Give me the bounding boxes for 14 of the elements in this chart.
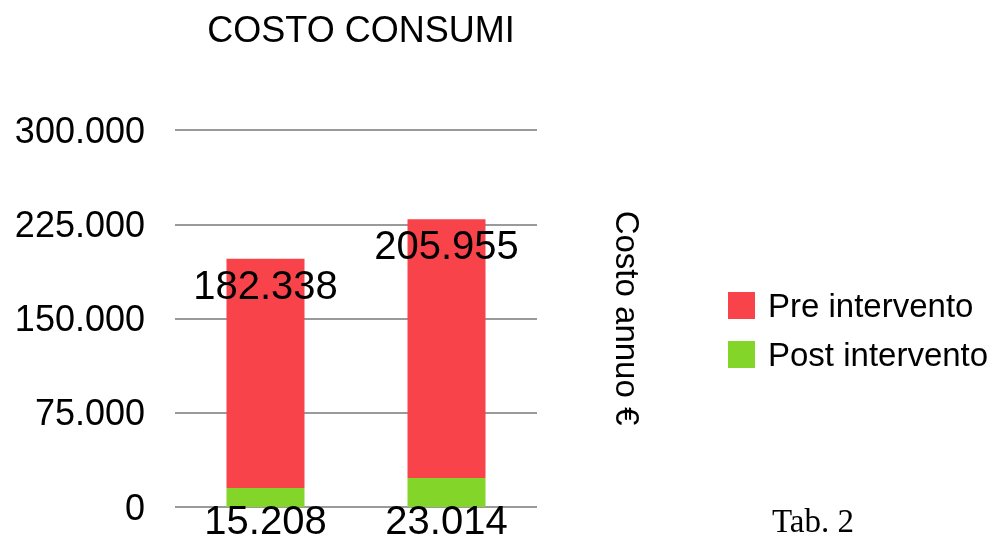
bar: [226, 487, 305, 507]
y-tick-label: 75.000: [34, 392, 145, 434]
caption: Tab. 2: [772, 503, 855, 539]
legend-label: Pre intervento: [768, 287, 974, 324]
y-tick-label: 225.000: [14, 203, 145, 245]
chart-title: COSTO CONSUMI: [207, 8, 515, 50]
y-tick-label: 300.000: [14, 109, 145, 151]
bar: [407, 478, 486, 507]
legend-label: Post intervento: [768, 336, 989, 373]
y-tick-label: 0: [124, 486, 145, 528]
y-tick-label: 150.000: [14, 298, 145, 339]
data-label: 23.014: [385, 498, 508, 542]
data-label: 15.208: [204, 498, 327, 542]
y-axis-title: Costo annuo €: [608, 210, 646, 426]
